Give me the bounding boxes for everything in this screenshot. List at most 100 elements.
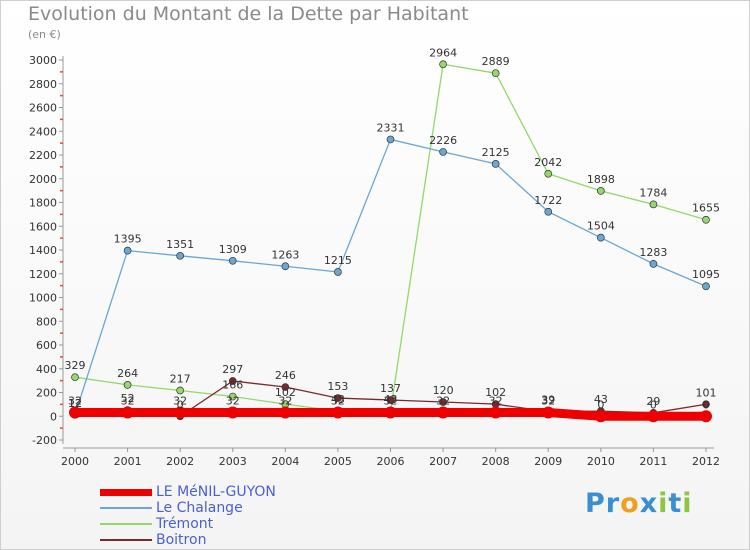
series-1-label-9: 1722 [534, 194, 562, 207]
series-1-point-4 [281, 262, 290, 271]
series-1-label-5: 1215 [324, 254, 352, 267]
x-tick-label-7: 2007 [429, 455, 457, 468]
series-1-label-4: 1263 [271, 248, 299, 261]
x-tick-label-1: 2001 [114, 455, 142, 468]
x-tick-label-2: 2002 [166, 455, 194, 468]
series-0-label-8: 32 [489, 394, 503, 407]
series-0-point-9 [542, 406, 555, 419]
series-2-label-4: 102 [275, 386, 296, 399]
series-0-label-1: 32 [121, 394, 135, 407]
series-3-label-4: 246 [275, 369, 296, 382]
series-3-point-5 [334, 394, 342, 402]
y-tick-label-6: 1000 [29, 292, 57, 305]
series-3-label-12: 101 [696, 386, 717, 399]
series-0-label-3: 32 [226, 394, 240, 407]
series-1-label-11: 1283 [639, 246, 667, 259]
series-0-point-1 [121, 406, 134, 419]
legend-swatch-menil-guyon [100, 488, 152, 496]
y-tick-label-1: 0 [50, 410, 57, 423]
series-3-point-3 [228, 377, 237, 385]
series-2-label-0: 329 [65, 359, 86, 372]
series-2-label-8: 2889 [482, 55, 510, 68]
series-1-label-1: 1395 [114, 233, 142, 246]
series-0-point-3 [226, 406, 239, 419]
series-3-label-2: 0 [177, 398, 184, 411]
series-1-point-2 [176, 251, 185, 260]
series-1-label-10: 1504 [587, 220, 615, 233]
series-2-point-7 [439, 60, 447, 69]
series-2-label-6: 43 [384, 393, 398, 406]
series-2-label-1: 264 [117, 367, 138, 380]
y-tick-label-4: 600 [36, 339, 57, 352]
x-tick-label-4: 2004 [271, 455, 299, 468]
series-3-label-5: 153 [327, 380, 348, 393]
series-2-label-7: 2964 [429, 46, 457, 59]
x-tick-label-11: 2011 [639, 455, 667, 468]
series-0-point-4 [279, 406, 292, 419]
series-3-point-12 [702, 400, 710, 409]
legend-label-tremont: Trémont [156, 516, 214, 532]
series-2-point-11 [649, 200, 658, 209]
logo-letter-2: o [620, 488, 640, 519]
series-1-point-10 [596, 233, 605, 242]
series-0-label-10: 0 [597, 398, 604, 411]
legend-swatch-tremont [100, 523, 152, 525]
series-3-label-9: 39 [541, 394, 555, 407]
series-3-point-6 [386, 396, 395, 404]
logo-letter-4: i [658, 488, 669, 519]
series-2-point-9 [544, 169, 553, 178]
series-0-point-5 [331, 406, 344, 419]
series-2-label-5: 43 [331, 393, 345, 406]
series-0-point-8 [489, 406, 502, 419]
series-0-point-10 [594, 410, 607, 423]
y-tick-label-15: 2800 [29, 78, 57, 91]
series-3-label-8: 102 [485, 386, 506, 399]
series-0-point-2 [174, 406, 187, 419]
series-0-label-9: 32 [541, 394, 555, 407]
series-0-label-12: 0 [703, 398, 710, 411]
series-0-point-6 [384, 406, 397, 419]
series-2-label-3: 166 [222, 379, 243, 392]
series-0-label-4: 32 [278, 394, 292, 407]
y-tick-label-2: 200 [36, 387, 57, 400]
series-1-point-1 [123, 246, 132, 255]
series-1-label-2: 1351 [166, 238, 194, 251]
legend-swatch-le-chalange [100, 507, 152, 509]
logo-letter-5: t [668, 488, 683, 519]
legend-item-menil-guyon: LE MéNIL-GUYON [100, 484, 276, 500]
y-tick-label-5: 800 [36, 315, 57, 328]
series-1-point-7 [439, 148, 447, 156]
legend-item-le-chalange: Le Chalange [100, 500, 276, 516]
series-0-point-11 [647, 410, 660, 423]
series-3-label-1: 52 [121, 392, 135, 405]
series-3-label-0: 12 [68, 397, 82, 410]
series-layer [69, 60, 712, 423]
series-1-point-5 [334, 268, 342, 276]
series-2-label-9: 2042 [534, 156, 562, 169]
axes: -200020040060080010001200140016001800200… [29, 54, 720, 468]
series-3-label-7: 120 [433, 384, 454, 397]
series-3-point-7 [439, 398, 447, 406]
series-1-label-0: 12 [68, 397, 82, 410]
y-tick-label-0: -200 [32, 434, 57, 447]
legend-label-boitron: Boitron [156, 532, 207, 548]
series-1-label-6: 2331 [377, 121, 405, 134]
legend-swatch-boitron [100, 539, 152, 541]
series-0-point-0 [69, 406, 81, 419]
series-2-label-10: 1898 [587, 173, 615, 186]
series-2-point-2 [176, 386, 185, 395]
series-0-label-0: 32 [68, 394, 82, 407]
unit-label: (en €) [28, 28, 61, 41]
y-tick-label-7: 1200 [29, 268, 57, 281]
series-1-label-12: 1095 [692, 268, 720, 281]
series-0-label-6: 32 [384, 394, 398, 407]
series-1-point-11 [649, 260, 658, 268]
series-0-label-11: 0 [650, 398, 657, 411]
series-1-point-8 [491, 160, 500, 168]
series-1-point-3 [228, 256, 237, 265]
legend-item-tremont: Trémont [100, 516, 276, 532]
x-tick-label-9: 2009 [534, 455, 562, 468]
